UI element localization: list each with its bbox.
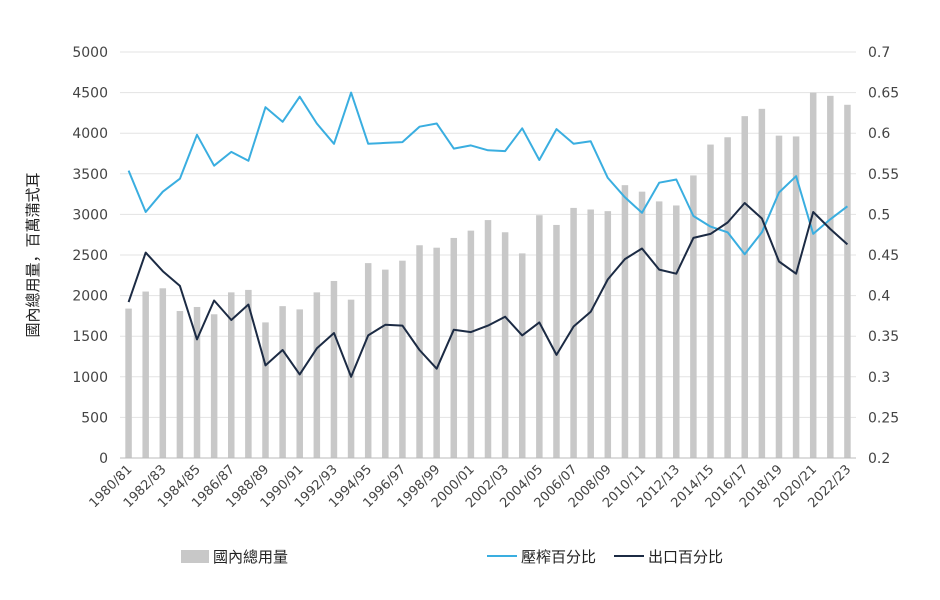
bar [296,309,303,458]
bar [176,311,184,458]
bar [809,92,817,458]
bar [313,292,321,458]
legend-swatch-domestic-total-use [181,550,209,563]
bar [142,291,149,458]
y-tick-label: 1000 [72,370,108,386]
y-tick-label: 3000 [72,207,108,223]
bar [484,220,492,458]
y-tick-label: 4000 [72,126,108,142]
bar [159,288,167,458]
y-tick-label: 0 [99,451,108,467]
bar [792,136,800,458]
bar [382,269,389,458]
y2-tick-label: 0.7 [868,45,890,61]
y-tick-label: 500 [81,410,108,426]
y2-tick-label: 0.3 [868,370,890,386]
bar [347,299,355,458]
bar [741,116,748,458]
y2-tick-label: 0.6 [868,126,890,142]
bar [570,207,577,458]
y2-tick-label: 0.2 [868,451,890,467]
bar [125,308,132,458]
bar [518,253,526,458]
bar [758,108,766,458]
bar [450,237,458,458]
bar [827,95,834,459]
bar [433,247,440,458]
bar [399,260,406,458]
y2-tick-label: 0.55 [868,167,899,183]
y-axis-label: 國內總用量，百萬蒲式耳 [24,172,42,337]
y2-tick-label: 0.5 [868,207,890,223]
bar [210,314,218,458]
bar [245,289,252,458]
bar [467,230,475,458]
bar [553,224,560,458]
line-crush-percentage [127,91,849,256]
legend: 國內總用量 壓榨百分比 出口百分比 [181,548,723,566]
bar [416,245,423,458]
bar [707,144,714,458]
y-tick-label: 1500 [72,329,108,345]
legend-label-crush-percentage: 壓榨百分比 [521,548,596,566]
bar [690,175,697,458]
bar [364,263,372,458]
bar [673,205,680,458]
bar [262,322,269,458]
bar [193,306,201,458]
y2-tick-label: 0.25 [868,410,899,426]
y-tick-label: 3500 [72,167,108,183]
bar [228,292,235,458]
bar [587,209,594,458]
y-tick-label: 2000 [72,289,108,305]
bar [638,191,646,458]
bar [604,211,612,458]
legend-label-export-percentage: 出口百分比 [648,548,723,566]
bar [501,232,509,458]
line-series-group [127,91,849,378]
bar [724,137,731,458]
bar [844,104,851,458]
right-axis-ticks: 0.2 0.25 0.3 0.35 0.4 0.45 0.5 0.55 0.6 0.65 0.7 [868,45,899,467]
bar [536,215,543,458]
y-tick-label: 4500 [72,86,108,102]
left-axis-ticks: 0 500 1000 1500 2000 2500 3000 3500 4000 4500 5000 [72,45,108,467]
bar [330,280,338,458]
line-export-percentage [127,202,849,378]
y2-tick-label: 0.35 [868,329,899,345]
bar [775,135,783,459]
y-tick-label: 5000 [72,45,108,61]
y2-tick-label: 0.45 [868,248,899,264]
bar-series-domestic-total-use [125,92,851,459]
y-tick-label: 2500 [72,248,108,264]
x-axis-ticks: 1980/811982/831984/851986/871988/891990/… [87,462,855,511]
bar [655,201,663,458]
y2-tick-label: 0.4 [868,289,890,305]
bar [621,185,629,458]
bar [279,306,286,458]
y2-tick-label: 0.65 [868,86,899,102]
legend-label-domestic-total-use: 國內總用量 [213,548,288,566]
